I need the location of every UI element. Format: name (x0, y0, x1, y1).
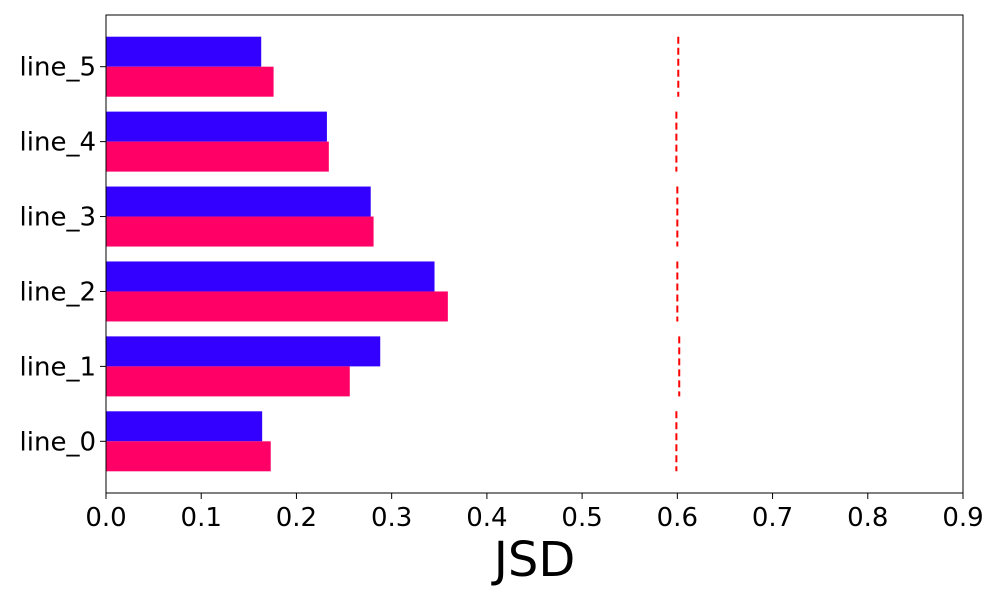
bar-line_3-series-0 (106, 186, 371, 217)
x-tick-label: 0.0 (85, 503, 126, 533)
bar-line_5-series-0 (106, 36, 262, 67)
bar-line_1-series-1 (106, 366, 350, 397)
x-tick-label: 0.4 (466, 503, 507, 533)
y-tick-label-line_4: line_4 (20, 128, 96, 158)
x-tick-label: 0.6 (657, 503, 698, 533)
bar-line_0-series-1 (106, 441, 271, 472)
y-tick-label-line_3: line_3 (20, 203, 96, 233)
bar-line_3-series-1 (106, 216, 374, 247)
bar-line_5-series-1 (106, 66, 274, 97)
x-tick-label: 0.1 (181, 503, 222, 533)
bar-line_2-series-0 (106, 261, 435, 292)
y-tick-label-line_2: line_2 (20, 277, 96, 307)
bar-line_4-series-0 (106, 111, 327, 142)
x-tick-label: 0.9 (942, 503, 983, 533)
x-tick-label: 0.3 (371, 503, 412, 533)
y-tick-label-line_5: line_5 (20, 53, 96, 83)
bar-line_4-series-1 (106, 141, 329, 172)
reference-lines-layer (675, 36, 681, 472)
y-axis-ticks: line_0 line_1 line_2 line_3 line_4 line_5 (20, 53, 106, 457)
x-tick-label: 0.5 (561, 503, 602, 533)
x-axis-label: JSD (491, 532, 576, 588)
x-axis-ticks: 0.0 0.1 0.2 0.3 0.4 0.5 0.6 0.7 0.8 0.9 (85, 493, 984, 533)
bar-line_0-series-0 (106, 411, 263, 442)
x-tick-label: 0.2 (276, 503, 317, 533)
bars-layer (106, 36, 448, 472)
plot-frame (105, 14, 964, 494)
x-tick-label: 0.7 (752, 503, 793, 533)
bar-line_2-series-1 (106, 291, 448, 322)
y-tick-label-line_1: line_1 (20, 352, 96, 382)
x-tick-label: 0.8 (847, 503, 888, 533)
bar-line_1-series-0 (106, 336, 381, 367)
y-tick-label-line_0: line_0 (20, 427, 96, 457)
